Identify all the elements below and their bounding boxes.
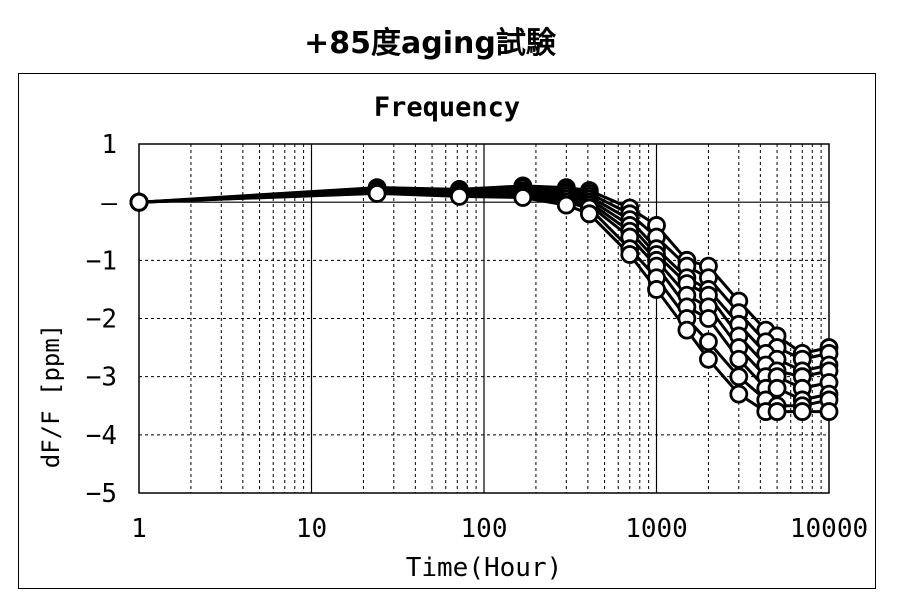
tick-layer: 1 – −1 −2 −3 −4 −5 1 10 100 1000 10000 <box>86 130 868 544</box>
page-title: +85度aging試験 <box>304 26 556 61</box>
data-point <box>620 245 640 264</box>
data-point <box>647 280 666 299</box>
x-tick-label: 10000 <box>790 514 868 544</box>
y-axis-label: dF/F [ppm] <box>37 324 65 469</box>
y-tick-label: −4 <box>86 421 117 451</box>
data-point <box>677 320 697 340</box>
data-point <box>513 188 533 207</box>
data-point <box>729 384 749 404</box>
data-point <box>792 402 812 421</box>
data-point <box>729 349 749 369</box>
data-point <box>767 402 787 421</box>
data-point <box>729 367 749 387</box>
y-tick-label: −3 <box>86 363 117 393</box>
x-tick-label: 1 <box>131 514 147 544</box>
y-tick-label: – <box>101 188 117 218</box>
chart-frame: Frequency Time(Hour) dF/F [ppm] 1 – −1 −2 −3… <box>18 73 876 589</box>
x-tick-label: 100 <box>461 514 508 544</box>
data-point <box>556 195 576 215</box>
chart-title: Frequency <box>374 92 520 123</box>
data-point <box>579 204 599 224</box>
y-tick-label: −1 <box>86 246 117 276</box>
data-point <box>129 192 149 212</box>
data-point <box>699 349 718 369</box>
data-point <box>367 184 387 203</box>
data-point <box>449 186 469 206</box>
chart-svg: Frequency Time(Hour) dF/F [ppm] 1 – −1 −2 −3… <box>37 92 868 583</box>
x-tick-label: 1000 <box>625 514 688 544</box>
data-point <box>699 309 718 328</box>
x-axis-label: Time(Hour) <box>406 553 563 583</box>
series-layer <box>129 176 839 421</box>
data-point <box>767 378 787 398</box>
grid-layer <box>138 143 830 494</box>
y-tick-label: −2 <box>86 305 117 335</box>
x-tick-label: 10 <box>296 514 327 544</box>
data-point <box>819 402 839 421</box>
data-point <box>699 332 718 352</box>
y-tick-label: 1 <box>101 130 117 160</box>
plot-area <box>138 143 830 494</box>
y-tick-label: −5 <box>86 479 117 509</box>
